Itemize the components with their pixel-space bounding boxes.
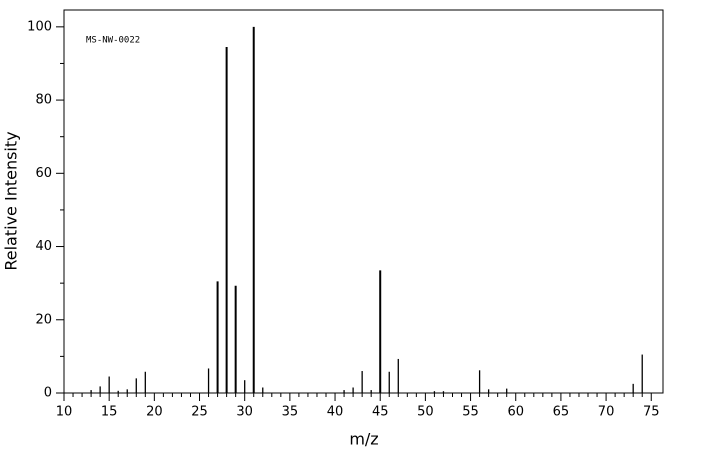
y-tick-label: 80	[35, 93, 52, 108]
x-tick-label: 55	[462, 405, 479, 420]
y-tick-label: 100	[27, 19, 52, 34]
x-axis-label: m/z	[349, 430, 378, 449]
x-tick-label: 10	[56, 405, 73, 420]
y-tick-label: 60	[35, 166, 52, 181]
y-tick-label: 40	[35, 239, 52, 254]
plot-frame	[63, 9, 664, 394]
x-tick-label: 30	[236, 405, 253, 420]
x-tick-label: 20	[146, 405, 163, 420]
x-tick-label: 35	[282, 405, 299, 420]
x-tick-label: 70	[598, 405, 615, 420]
y-axis-label: Relative Intensity	[2, 131, 21, 270]
y-tick-label: 0	[44, 386, 52, 401]
x-tick-label: 65	[553, 405, 570, 420]
y-tick-label: 20	[35, 312, 52, 327]
x-tick-label: 45	[372, 405, 389, 420]
x-tick-label: 40	[327, 405, 344, 420]
annotation: MS-NW-0022	[86, 36, 140, 46]
x-tick-label: 15	[101, 405, 118, 420]
x-tick-label: 25	[191, 405, 208, 420]
x-tick-label: 50	[417, 405, 434, 420]
x-tick-label: 60	[507, 405, 524, 420]
x-tick-label: 75	[643, 405, 660, 420]
